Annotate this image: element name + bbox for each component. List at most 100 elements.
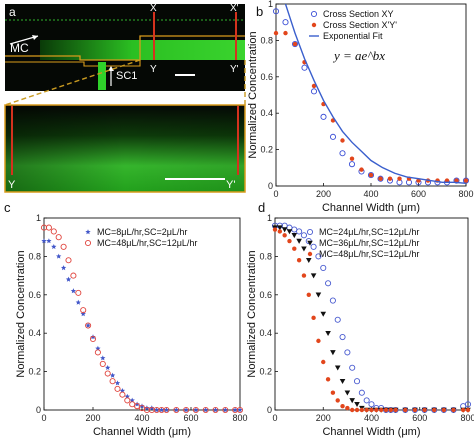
legend-entry: MC=48μL/hr,SC=12μL/hr [97, 238, 197, 248]
data-point [393, 407, 398, 413]
data-point [316, 338, 321, 344]
data-point [320, 113, 327, 120]
data-point [463, 178, 469, 183]
data-point [277, 229, 283, 234]
data-point [451, 407, 456, 413]
data-point [212, 406, 219, 414]
data-point [339, 378, 346, 384]
data-point [334, 316, 341, 323]
chart-panel-d: 0 200 400 600 800 0 0.2 0.4 0.6 0.8 1 Channel Width… [246, 213, 474, 438]
y-tick-label: 1 [267, 213, 272, 223]
data-point [358, 389, 365, 396]
data-point [354, 407, 360, 413]
legend-swatch [307, 240, 313, 246]
data-point [369, 407, 374, 413]
fit-line [284, 3, 467, 184]
x-tick-label: 600 [412, 413, 427, 423]
data-point [301, 273, 307, 278]
y-axis-label: Normalized Concentration [246, 250, 258, 377]
data-point [465, 407, 471, 413]
zoom-frame [4, 104, 246, 193]
mc-label: MC [10, 41, 29, 55]
data-point [94, 349, 101, 356]
legend-entry: MC=24μL/hr,SC=12μL/hr [319, 227, 419, 237]
data-point [272, 227, 278, 232]
data-point [272, 8, 280, 15]
data-point [291, 233, 298, 239]
data-point [325, 377, 331, 382]
data-point [339, 150, 346, 157]
y-prime-label: Y' [230, 64, 239, 75]
zoom-y-label: Y [8, 179, 16, 191]
data-point [65, 257, 72, 264]
data-point [114, 385, 121, 392]
y-tick-label: 1 [268, 0, 273, 9]
data-point [397, 176, 402, 181]
data-point [70, 272, 77, 279]
chart-panel-b: 0 200 400 600 800 0 0.2 0.4 0.6 0.8 1 Channel Width… [247, 0, 474, 214]
data-point [60, 243, 67, 250]
data-point [158, 407, 165, 413]
data-point [378, 176, 383, 181]
data-point [329, 133, 337, 140]
y-tick-label: 0.8 [260, 35, 273, 45]
channel-outline-lower [5, 60, 141, 67]
x-tick-label: 600 [411, 189, 426, 199]
side-channel-sc1 [98, 62, 106, 90]
plot-area-c [43, 217, 241, 411]
y-tick-label: 0.4 [259, 328, 272, 338]
x-prime-label: X' [230, 3, 239, 14]
data-point [291, 40, 299, 48]
data-point [387, 176, 393, 181]
data-point [367, 172, 375, 179]
data-point [348, 161, 356, 168]
data-point [359, 407, 365, 413]
data-point [310, 243, 317, 250]
legend-entry: Cross Section X'Y' [323, 20, 397, 30]
data-point [340, 403, 345, 409]
data-point [306, 292, 311, 297]
data-point [109, 372, 116, 378]
data-point [232, 407, 238, 413]
data-point [315, 253, 322, 260]
data-point [192, 406, 199, 414]
data-point [310, 88, 318, 95]
data-point [65, 276, 72, 282]
data-point [454, 178, 459, 183]
data-point [124, 393, 130, 399]
data-point [311, 83, 317, 89]
x-tick-label: 200 [316, 189, 331, 199]
data-point [75, 299, 81, 305]
data-point [320, 311, 327, 317]
x-label: X [150, 3, 157, 14]
data-point [129, 397, 135, 403]
x-tick-label: 400 [363, 189, 378, 199]
data-point [310, 273, 317, 279]
panel-c-label: c [4, 200, 11, 215]
data-point [99, 360, 106, 367]
plot-area-d [274, 217, 469, 411]
data-point [340, 138, 345, 143]
data-point [344, 349, 351, 356]
legend-entry: MC=8μL/hr,SC=2μL/hr [97, 227, 187, 237]
data-point [89, 335, 97, 343]
data-point [300, 232, 308, 239]
y-axis-label: Normalized Concentration [15, 250, 27, 377]
y-label: Y [150, 64, 157, 75]
data-point [311, 315, 316, 321]
y-tick-label: 0.2 [259, 367, 272, 377]
data-point [296, 228, 303, 235]
data-point [80, 307, 87, 314]
data-point [282, 233, 287, 238]
scale-bar-top [175, 74, 195, 76]
data-point [354, 402, 360, 408]
x-tick-label: 800 [458, 189, 473, 199]
data-point [296, 238, 302, 244]
data-point [173, 406, 180, 414]
data-point [163, 406, 170, 414]
data-point [281, 227, 288, 233]
x-tick-label: 400 [364, 413, 379, 423]
data-point [315, 292, 322, 298]
data-point [292, 41, 298, 47]
